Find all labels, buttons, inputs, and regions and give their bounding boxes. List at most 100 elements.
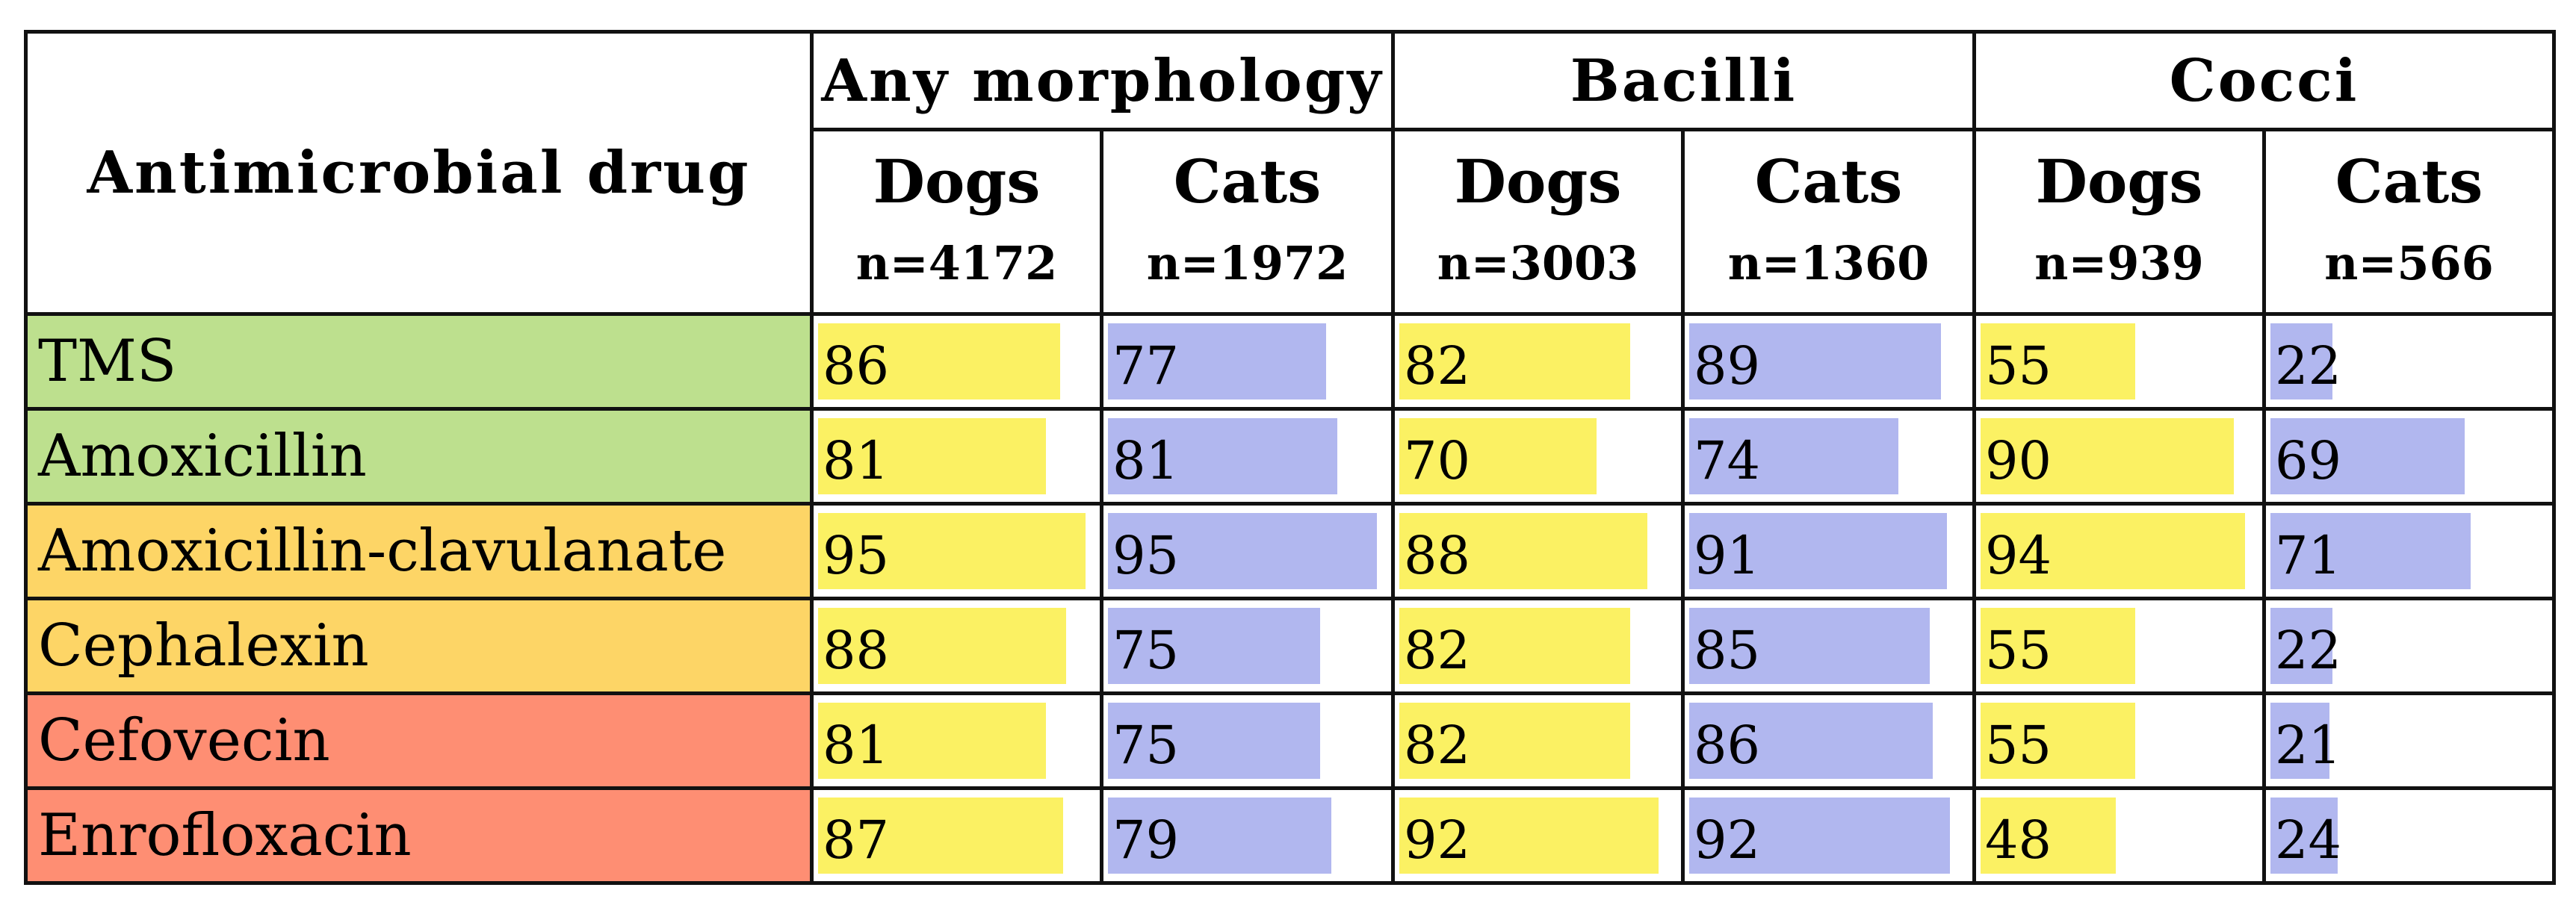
cats-bar (1689, 323, 1942, 400)
drug-name: Cephalexin (24, 597, 814, 695)
value-cell: 79 (1100, 786, 1395, 885)
cats-bar (2270, 513, 2471, 589)
cats-bar (1108, 798, 1332, 874)
value-label: 24 (2275, 809, 2342, 871)
value-label: 90 (1985, 430, 2052, 491)
value-cell: 81 (810, 691, 1103, 790)
dogs-bar (1981, 418, 2235, 494)
value-label: 21 (2275, 715, 2342, 776)
dogs-bar (818, 323, 1061, 400)
cats-bar (2270, 323, 2332, 400)
sample-size: n=3003 (1437, 235, 1639, 290)
value-cell: 21 (2263, 691, 2557, 790)
group-header-any-morphology: Any morphology (810, 30, 1395, 131)
table-row: TMS 86 77 82 89 55 22 (24, 312, 2557, 411)
value-label: 77 (1112, 335, 1180, 397)
value-cell: 55 (1972, 597, 2267, 695)
value-label: 75 (1112, 620, 1180, 681)
value-cell: 92 (1391, 786, 1685, 885)
drug-name: Enrofloxacin (24, 786, 814, 885)
species-header: Cats n=566 (2263, 128, 2557, 316)
value-label: 82 (1404, 715, 1471, 776)
table-row: Amoxicillin 81 81 70 74 90 69 (24, 407, 2557, 506)
dogs-bar (1981, 608, 2136, 684)
value-label: 70 (1404, 430, 1471, 491)
cats-bar (1689, 798, 1950, 874)
value-cell: 95 (810, 502, 1103, 600)
value-cell: 75 (1100, 691, 1395, 790)
value-cell: 48 (1972, 786, 2267, 885)
table-row: Cefovecin 81 75 82 86 55 21 (24, 691, 2557, 790)
value-cell: 55 (1972, 312, 2267, 411)
table-body: TMS 86 77 82 89 55 22 Amoxicillin 81 81 70 74 90 69 Am… (24, 312, 2557, 885)
value-label: 82 (1404, 620, 1471, 681)
value-cell: 95 (1100, 502, 1395, 600)
species-label: Cats (1754, 146, 1903, 217)
value-cell: 91 (1681, 502, 1977, 600)
value-cell: 88 (1391, 502, 1685, 600)
value-label: 55 (1985, 620, 2052, 681)
cats-bar (1108, 513, 1378, 589)
cats-bar (1108, 608, 1321, 684)
value-label: 71 (2275, 525, 2342, 586)
cats-bar (2270, 418, 2465, 494)
value-label: 22 (2275, 335, 2342, 397)
dogs-bar (1981, 798, 2116, 874)
value-label: 55 (1985, 335, 2052, 397)
cats-bar (2270, 798, 2338, 874)
value-cell: 75 (1100, 597, 1395, 695)
dogs-bar (1981, 323, 2136, 400)
value-cell: 74 (1681, 407, 1977, 506)
drug-name: TMS (24, 312, 814, 411)
cats-bar (1108, 418, 1337, 494)
susceptibility-table-container: Antimicrobial drug Any morphology Bacill… (24, 30, 2557, 890)
drug-column-header: Antimicrobial drug (24, 30, 814, 316)
value-cell: 88 (810, 597, 1103, 695)
header-row-species: Dogs n=4172 Cats n=1972 Dogs n=3003 Cats n=1… (26, 128, 2557, 316)
value-cell: 81 (1100, 407, 1395, 506)
cats-bar (2270, 703, 2330, 779)
value-cell: 90 (1972, 407, 2267, 506)
value-label: 69 (2275, 430, 2342, 491)
dogs-bar (818, 798, 1063, 874)
species-header: Dogs n=3003 (1391, 128, 1685, 316)
value-cell: 71 (2263, 502, 2557, 600)
dogs-bar (1981, 703, 2136, 779)
drug-name: Amoxicillin (24, 407, 814, 506)
value-cell: 82 (1391, 312, 1685, 411)
dogs-bar (818, 513, 1086, 589)
cats-bar (1108, 703, 1321, 779)
value-label: 92 (1694, 809, 1761, 871)
dogs-bar (818, 608, 1066, 684)
value-cell: 77 (1100, 312, 1395, 411)
species-header: Dogs n=4172 (810, 128, 1103, 316)
table-row: Amoxicillin-clavulanate 95 95 88 91 94 71 (24, 502, 2557, 600)
value-cell: 81 (810, 407, 1103, 506)
drug-name: Cefovecin (24, 691, 814, 790)
species-header: Dogs n=939 (1972, 128, 2267, 316)
value-cell: 94 (1972, 502, 2267, 600)
value-label: 86 (1694, 715, 1761, 776)
table-row: Cephalexin 88 75 82 85 55 22 (24, 597, 2557, 695)
value-cell: 89 (1681, 312, 1977, 411)
dogs-bar (818, 418, 1047, 494)
value-cell: 86 (1681, 691, 1977, 790)
value-cell: 92 (1681, 786, 1977, 885)
sample-size: n=4172 (855, 235, 1058, 290)
value-label: 75 (1112, 715, 1180, 776)
dogs-bar (818, 703, 1047, 779)
value-cell: 24 (2263, 786, 2557, 885)
value-cell: 82 (1391, 691, 1685, 790)
value-cell: 22 (2263, 597, 2557, 695)
table-row: Enrofloxacin 87 79 92 92 48 24 (24, 786, 2557, 885)
sample-size: n=939 (2034, 235, 2204, 290)
species-label: Dogs (1454, 146, 1622, 217)
value-label: 91 (1694, 525, 1761, 586)
dogs-bar (1399, 513, 1647, 589)
species-label: Dogs (873, 146, 1041, 217)
sample-size: n=566 (2324, 235, 2494, 290)
dogs-bar (1399, 608, 1631, 684)
value-cell: 69 (2263, 407, 2557, 506)
value-label: 22 (2275, 620, 2342, 681)
group-header-bacilli: Bacilli (1390, 30, 1977, 131)
